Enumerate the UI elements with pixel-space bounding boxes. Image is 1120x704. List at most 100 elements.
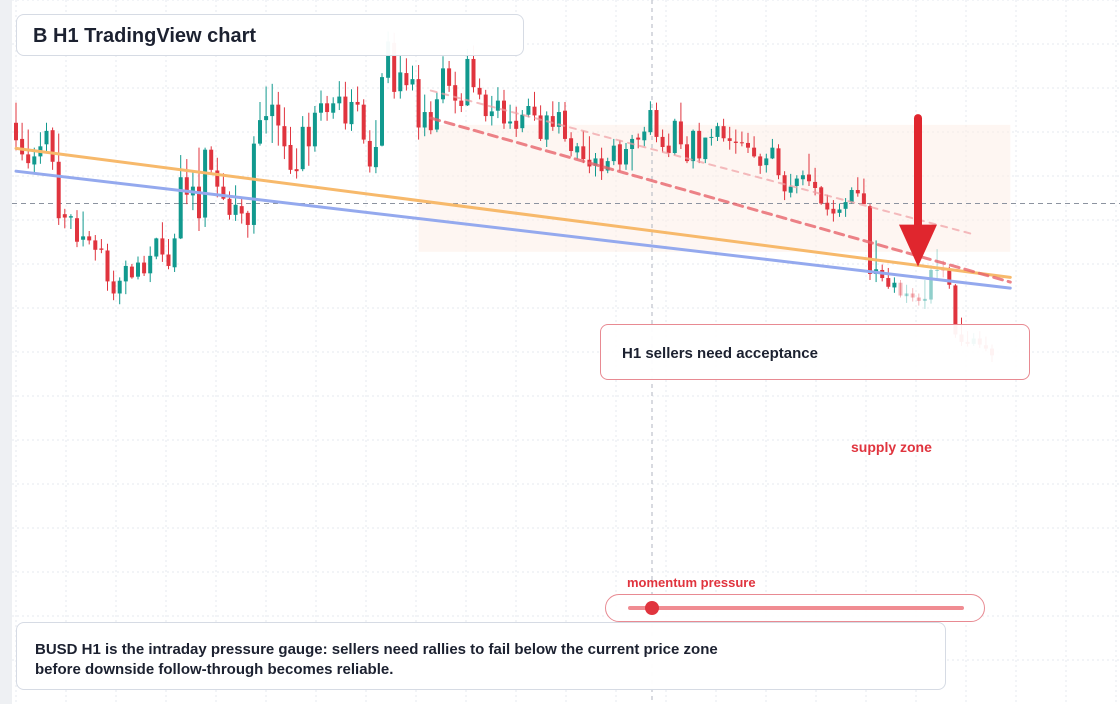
candle-body [337,96,342,104]
candle-body [642,131,647,141]
candle-body [794,178,799,186]
candle-body [685,144,689,162]
candle-body [404,73,409,86]
candle-body [617,144,622,165]
candle-body [776,148,781,176]
candle-body [380,77,384,146]
candle-body [825,202,830,210]
candle-body [807,174,811,182]
candle-body [373,146,378,168]
candle-body [178,177,183,239]
candle-body [93,240,98,250]
candle-body [300,126,305,170]
candle-body [471,58,476,88]
candle-body [215,170,220,187]
candle-body [99,248,104,250]
candle-body [898,282,903,296]
candle-body [916,297,921,301]
blue-trendline [14,169,1012,290]
left-rail [0,0,12,704]
candle-body [392,42,397,92]
candle-body [251,143,256,225]
candle-body [624,149,628,165]
candle-body [843,202,848,209]
candle-body [434,99,439,130]
candle-body [75,218,79,242]
candle-body [447,68,452,86]
candle-body [599,158,604,172]
candle-body [861,193,866,205]
candle-body [459,100,464,106]
candle-body [282,126,287,147]
chart-title-panel: B H1 TradingView chart [16,14,524,56]
candle-body [935,269,940,271]
candle-body [929,269,933,300]
candle-body [697,130,702,159]
candle-body [502,100,506,124]
faint-dashed-trendline [429,89,975,236]
candle-body [319,103,323,113]
candle-body [788,186,793,193]
candle-body [678,121,683,145]
candle-body [837,209,842,213]
candle-body [26,154,31,164]
candle-body [62,214,67,218]
candle-body [258,120,262,144]
candle-body [715,126,720,137]
momentum-pressure-gauge [605,594,985,622]
candle-body [422,112,427,128]
candle-body [703,137,708,160]
candle-body [819,187,824,204]
candle-body [636,137,641,140]
candle-body [136,262,140,277]
candle-body [264,116,269,121]
candle-body [68,216,73,218]
orange-trendline [14,146,1012,279]
candle-body [660,136,665,147]
candle-body [239,206,244,214]
candle-body [538,115,543,139]
candle-body [184,177,189,195]
candle-body [203,149,208,218]
candle-body [813,181,818,188]
candle-body [477,87,482,95]
candle-body [410,79,415,85]
candle-body [709,136,714,138]
candle-body [508,121,513,124]
candle-body [611,145,616,162]
candle-body [428,112,433,131]
candle-body [666,145,671,154]
candle-body [581,146,586,160]
candle-body [526,106,531,115]
candle-body [556,112,561,127]
candle-body [752,147,757,157]
candle-body [276,104,281,126]
candle-body [648,110,653,133]
candle-body [111,281,116,294]
candle-body [270,104,275,117]
candle-body [142,262,147,274]
candle-body [306,126,311,147]
candle-body [245,212,250,225]
candle-body [227,198,232,215]
candle-body [20,138,25,155]
candle-body [922,298,927,301]
candle-body [56,161,61,219]
candle-body [465,58,470,106]
candle-body [520,114,525,129]
candle-body [221,186,226,199]
candle-body [367,140,372,167]
candle-body [868,206,872,274]
candle-body [593,158,598,166]
callout-text: H1 sellers need acceptance [622,345,818,362]
candle-body [544,115,549,140]
summary-note-panel: BUSD H1 is the intraday pressure gauge: … [16,622,946,690]
candle-body [483,94,488,117]
candle-body [892,282,897,288]
candle-body [105,250,110,282]
candle-body [569,138,574,152]
summary-note: BUSD H1 is the intraday pressure gauge: … [35,641,718,678]
candle-body [44,130,49,145]
candle-body [947,270,952,285]
candle-body [355,101,360,105]
